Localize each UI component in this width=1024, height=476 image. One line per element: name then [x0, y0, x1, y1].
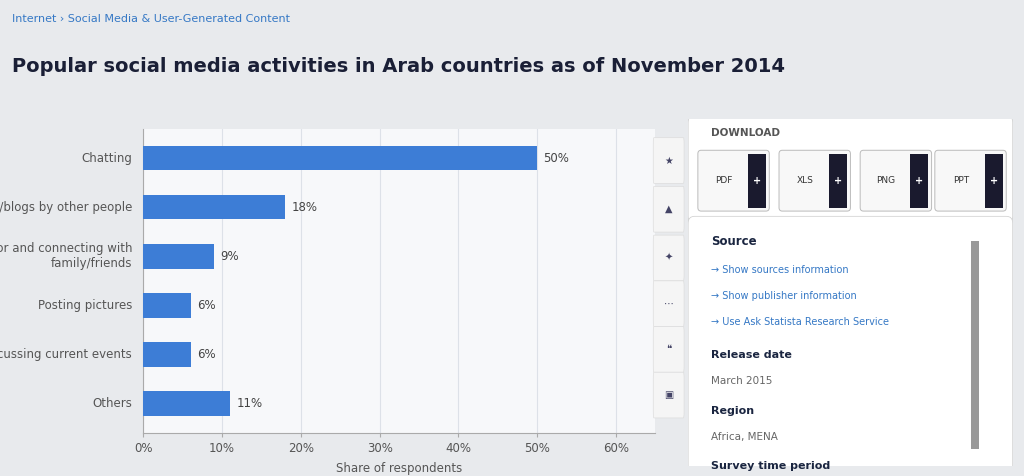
Text: Popular social media activities in Arab countries as of November 2014: Popular social media activities in Arab …	[12, 57, 785, 76]
Bar	[829, 154, 847, 208]
FancyBboxPatch shape	[653, 327, 684, 372]
Text: ★: ★	[665, 156, 673, 166]
Text: +: +	[915, 176, 924, 186]
Text: ❝: ❝	[666, 344, 672, 355]
Bar	[143, 244, 214, 268]
Bar	[143, 146, 538, 170]
Bar	[143, 195, 285, 219]
Text: XLS: XLS	[797, 176, 813, 185]
FancyBboxPatch shape	[860, 150, 932, 211]
Text: 6%: 6%	[197, 299, 215, 312]
Text: 6%: 6%	[197, 348, 215, 361]
Bar	[143, 391, 230, 416]
Text: PDF: PDF	[715, 176, 732, 185]
Text: DOWNLOAD: DOWNLOAD	[711, 128, 780, 138]
FancyBboxPatch shape	[698, 150, 769, 211]
Text: Internet › Social Media & User-Generated Content: Internet › Social Media & User-Generated…	[12, 14, 290, 24]
FancyBboxPatch shape	[653, 235, 684, 281]
Bar	[985, 154, 1002, 208]
Text: Africa, MENA: Africa, MENA	[711, 432, 777, 442]
Text: Region: Region	[711, 406, 754, 416]
Text: 18%: 18%	[292, 201, 317, 214]
FancyBboxPatch shape	[688, 216, 1013, 474]
Text: +: +	[753, 176, 761, 186]
Text: ⋯: ⋯	[664, 298, 674, 309]
Bar	[143, 293, 190, 317]
Text: +: +	[834, 176, 842, 186]
Text: PPT: PPT	[952, 176, 969, 185]
Text: +: +	[990, 176, 998, 186]
Text: 9%: 9%	[220, 250, 240, 263]
FancyBboxPatch shape	[653, 372, 684, 418]
Text: → Show publisher information: → Show publisher information	[711, 291, 857, 301]
Text: ▣: ▣	[664, 390, 674, 400]
FancyBboxPatch shape	[653, 187, 684, 232]
Text: → Show sources information: → Show sources information	[711, 265, 849, 275]
Bar	[143, 342, 190, 367]
FancyBboxPatch shape	[688, 116, 1013, 223]
Bar	[971, 241, 979, 449]
Text: PNG: PNG	[877, 176, 896, 185]
FancyBboxPatch shape	[653, 138, 684, 183]
Text: 11%: 11%	[237, 397, 262, 410]
Text: March 2015: March 2015	[711, 376, 772, 386]
Text: Source: Source	[711, 236, 757, 248]
FancyBboxPatch shape	[653, 281, 684, 327]
Text: Release date: Release date	[711, 350, 792, 360]
Text: 50%: 50%	[544, 151, 569, 165]
X-axis label: Share of respondents: Share of respondents	[336, 462, 463, 475]
Bar	[910, 154, 929, 208]
FancyBboxPatch shape	[779, 150, 850, 211]
FancyBboxPatch shape	[935, 150, 1007, 211]
Text: ▲: ▲	[665, 204, 673, 214]
Text: → Use Ask Statista Research Service: → Use Ask Statista Research Service	[711, 317, 889, 327]
Text: ✦: ✦	[665, 253, 673, 263]
Bar	[749, 154, 766, 208]
Text: Survey time period: Survey time period	[711, 461, 830, 471]
